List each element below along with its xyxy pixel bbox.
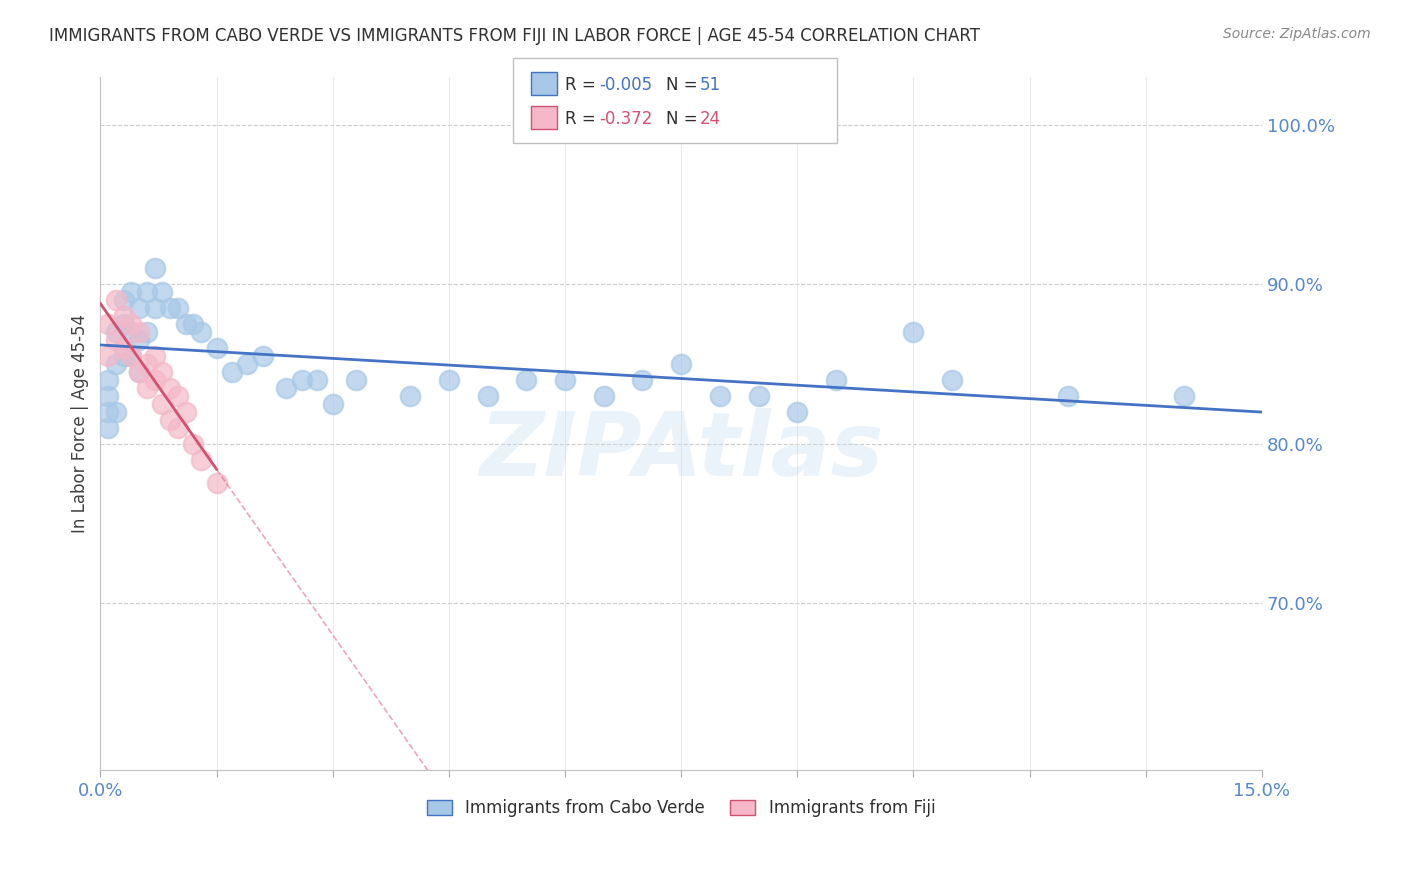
Point <box>104 325 127 339</box>
Text: 51: 51 <box>700 76 721 94</box>
Point <box>322 397 344 411</box>
Point <box>112 310 135 324</box>
Point <box>344 373 367 387</box>
Point <box>221 365 243 379</box>
Point <box>174 317 197 331</box>
Point <box>236 357 259 371</box>
Text: ZIPAtlas: ZIPAtlas <box>479 408 883 495</box>
Point <box>190 325 212 339</box>
Point <box>276 381 298 395</box>
Point <box>128 365 150 379</box>
Point <box>112 349 135 363</box>
Point <box>181 317 204 331</box>
Point <box>112 317 135 331</box>
Text: 24: 24 <box>700 110 721 128</box>
Point <box>166 301 188 316</box>
Text: Source: ZipAtlas.com: Source: ZipAtlas.com <box>1223 27 1371 41</box>
Point <box>159 381 181 395</box>
Point <box>97 317 120 331</box>
Point <box>143 301 166 316</box>
Point <box>150 285 173 300</box>
Point <box>631 373 654 387</box>
Point <box>97 373 120 387</box>
Y-axis label: In Labor Force | Age 45-54: In Labor Force | Age 45-54 <box>72 314 89 533</box>
Point <box>166 389 188 403</box>
Point <box>120 325 142 339</box>
Point <box>104 405 127 419</box>
Point <box>669 357 692 371</box>
Point <box>1173 389 1195 403</box>
Text: -0.005: -0.005 <box>599 76 652 94</box>
Point <box>97 420 120 434</box>
Point <box>104 293 127 308</box>
Point <box>205 341 228 355</box>
Point <box>104 357 127 371</box>
Text: -0.372: -0.372 <box>599 110 652 128</box>
Point <box>135 285 157 300</box>
Point <box>399 389 422 403</box>
Legend: Immigrants from Cabo Verde, Immigrants from Fiji: Immigrants from Cabo Verde, Immigrants f… <box>420 793 942 824</box>
Point <box>941 373 963 387</box>
Text: R =: R = <box>565 110 602 128</box>
Point <box>786 405 808 419</box>
Point <box>135 325 157 339</box>
Point <box>181 436 204 450</box>
Point <box>97 405 120 419</box>
Point <box>104 333 127 347</box>
Point <box>592 389 614 403</box>
Point <box>291 373 314 387</box>
Point <box>1057 389 1080 403</box>
Point <box>128 301 150 316</box>
Point <box>112 293 135 308</box>
Point <box>166 420 188 434</box>
Point <box>135 381 157 395</box>
Point <box>554 373 576 387</box>
Point <box>128 325 150 339</box>
Point <box>128 365 150 379</box>
Text: N =: N = <box>666 76 703 94</box>
Point <box>159 413 181 427</box>
Point <box>903 325 925 339</box>
Point <box>709 389 731 403</box>
Point <box>825 373 848 387</box>
Point <box>252 349 274 363</box>
Text: IMMIGRANTS FROM CABO VERDE VS IMMIGRANTS FROM FIJI IN LABOR FORCE | AGE 45-54 CO: IMMIGRANTS FROM CABO VERDE VS IMMIGRANTS… <box>49 27 980 45</box>
Point <box>120 349 142 363</box>
Text: R =: R = <box>565 76 602 94</box>
Point <box>515 373 537 387</box>
Point <box>128 333 150 347</box>
Point <box>437 373 460 387</box>
Text: N =: N = <box>666 110 703 128</box>
Point <box>150 365 173 379</box>
Point <box>143 261 166 276</box>
Point <box>112 341 135 355</box>
Point <box>159 301 181 316</box>
Point <box>143 349 166 363</box>
Point <box>174 405 197 419</box>
Point <box>120 349 142 363</box>
Point <box>97 389 120 403</box>
Point <box>143 373 166 387</box>
Point <box>205 476 228 491</box>
Point <box>150 397 173 411</box>
Point <box>748 389 770 403</box>
Point <box>307 373 329 387</box>
Point <box>477 389 499 403</box>
Point <box>97 349 120 363</box>
Point <box>135 357 157 371</box>
Point <box>190 452 212 467</box>
Point <box>120 285 142 300</box>
Point <box>120 317 142 331</box>
